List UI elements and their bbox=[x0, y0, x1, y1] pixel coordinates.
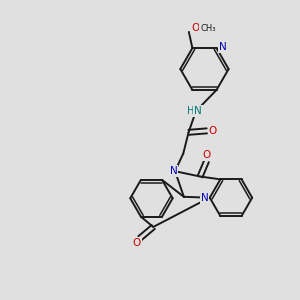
Text: N: N bbox=[170, 166, 177, 176]
Text: O: O bbox=[191, 23, 200, 33]
Text: N: N bbox=[219, 42, 227, 52]
Text: O: O bbox=[208, 126, 217, 136]
Text: O: O bbox=[202, 150, 211, 160]
Text: O: O bbox=[132, 238, 141, 248]
Text: H: H bbox=[187, 106, 194, 116]
Text: N: N bbox=[194, 106, 202, 116]
Text: CH₃: CH₃ bbox=[200, 24, 216, 33]
Text: N: N bbox=[201, 193, 208, 203]
